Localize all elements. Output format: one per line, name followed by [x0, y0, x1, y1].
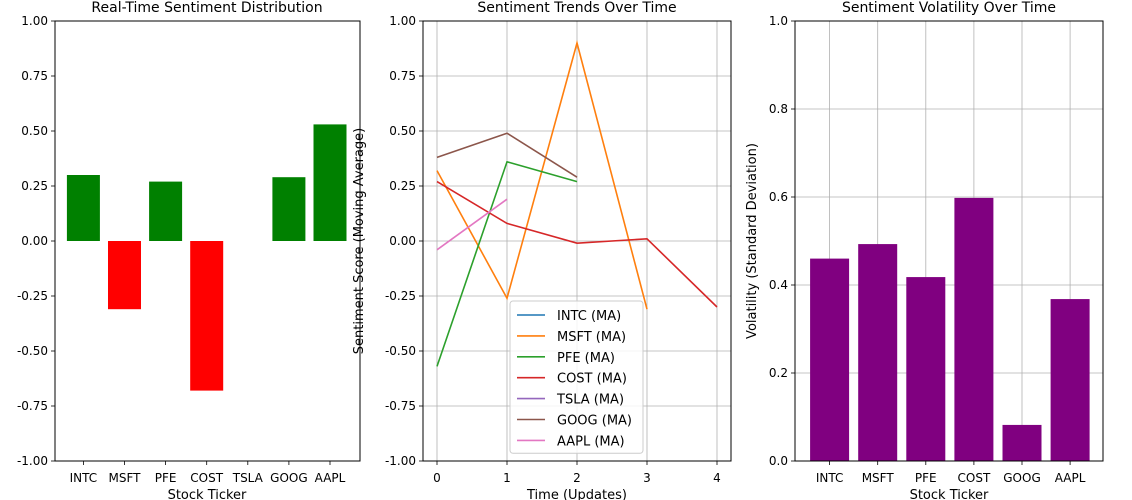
y-tick-label: 0.50: [21, 124, 48, 138]
x-tick-label: PFE: [155, 471, 177, 485]
y-tick-label: -1.00: [385, 454, 416, 468]
y-tick-label: 0.6: [769, 190, 788, 204]
x-tick-label: AAPL: [315, 471, 346, 485]
y-tick-label: 1.00: [389, 14, 416, 28]
y-tick-label: 1.00: [21, 14, 48, 28]
x-tick-label: 3: [643, 471, 651, 485]
y-tick-label: 0.50: [389, 124, 416, 138]
bar: [149, 181, 183, 241]
bar: [108, 241, 141, 310]
sentiment-volatility-chart: Sentiment Volatility Over Time 0.0 0.2 0.4…: [745, 0, 1104, 500]
legend-label: AAPL (MA): [557, 434, 625, 449]
y-tick-label: 0.00: [389, 234, 416, 248]
x-tick-label: INTC: [816, 471, 844, 485]
legend-label: MSFT (MA): [557, 330, 626, 345]
legend-label: GOOG (MA): [557, 414, 632, 429]
y-tick-label: -0.25: [17, 289, 48, 303]
x-tick-label: COST: [958, 471, 991, 485]
legend-label: COST (MA): [557, 372, 627, 387]
series-line: [436, 39, 648, 310]
x-tick-label: MSFT: [109, 471, 142, 485]
bar: [272, 177, 306, 241]
x-tick-label: INTC: [70, 471, 98, 485]
y-tick-label: -0.50: [17, 344, 48, 358]
y-tick-label: 0.00: [21, 234, 48, 248]
x-tick-label: PFE: [915, 471, 937, 485]
series-line: [436, 160, 578, 367]
y-tick-label: 1.0: [769, 14, 788, 28]
chart-title: Sentiment Trends Over Time: [477, 0, 676, 16]
x-tick-label: TSLA: [232, 471, 264, 485]
chart-title: Real-Time Sentiment Distribution: [91, 0, 322, 16]
x-tick-label: GOOG: [1003, 471, 1041, 485]
y-tick-label: -0.50: [385, 344, 416, 358]
y-tick-label: -0.25: [385, 289, 416, 303]
x-tick-label: AAPL: [1055, 471, 1086, 485]
x-tick-label: 2: [573, 471, 581, 485]
plot-frame: [794, 20, 1104, 462]
bar: [190, 241, 224, 391]
series-line: [436, 198, 508, 251]
y-tick-label: 0.0: [769, 454, 788, 468]
chart-title: Sentiment Volatility Over Time: [842, 0, 1056, 16]
legend-label: PFE (MA): [557, 351, 615, 366]
x-axis-label: Stock Ticker: [910, 488, 989, 500]
x-tick-label: 0: [433, 471, 441, 485]
y-tick-label: 0.4: [769, 278, 788, 292]
sentiment-distribution-chart: Real-Time Sentiment Distribution -1.00 -0…: [17, 0, 361, 500]
bar: [1050, 299, 1090, 461]
bar: [66, 175, 100, 241]
x-tick-label: GOOG: [270, 471, 308, 485]
bar: [906, 277, 946, 461]
x-tick-label: COST: [190, 471, 223, 485]
y-tick-label: 0.2: [769, 366, 788, 380]
x-tick-label: 1: [503, 471, 511, 485]
bar: [1002, 424, 1042, 461]
y-tick-label: -0.75: [17, 399, 48, 413]
series-line: [436, 132, 578, 178]
legend: INTC (MA) MSFT (MA) PFE (MA) COST (MA) TSLA …: [509, 300, 644, 454]
y-axis-label: Volatility (Standard Deviation): [745, 143, 760, 339]
legend-label: INTC (MA): [557, 309, 621, 324]
x-axis-label: Stock Ticker: [168, 488, 247, 500]
y-tick-label: 0.8: [769, 102, 788, 116]
sentiment-trends-chart: Sentiment Trends Over Time -1.00 -0.75 -0.…: [352, 0, 732, 500]
legend-label: TSLA (MA): [556, 393, 624, 408]
series-line: [436, 180, 718, 308]
y-tick-label: 0.75: [389, 69, 416, 83]
bar: [810, 258, 850, 461]
bar: [858, 244, 898, 461]
bar: [313, 124, 347, 241]
y-axis-label: Sentiment Score (Moving Average): [352, 128, 367, 355]
y-tick-label: 0.75: [21, 69, 48, 83]
y-tick-label: 0.25: [21, 179, 48, 193]
y-tick-label: 0.25: [389, 179, 416, 193]
x-axis-label: Time (Updates): [526, 488, 627, 500]
y-tick-label: -0.75: [385, 399, 416, 413]
x-tick-label: 4: [713, 471, 721, 485]
x-tick-label: MSFT: [862, 471, 895, 485]
bar: [954, 197, 994, 461]
y-tick-label: -1.00: [17, 454, 48, 468]
legend-box: [509, 300, 644, 454]
